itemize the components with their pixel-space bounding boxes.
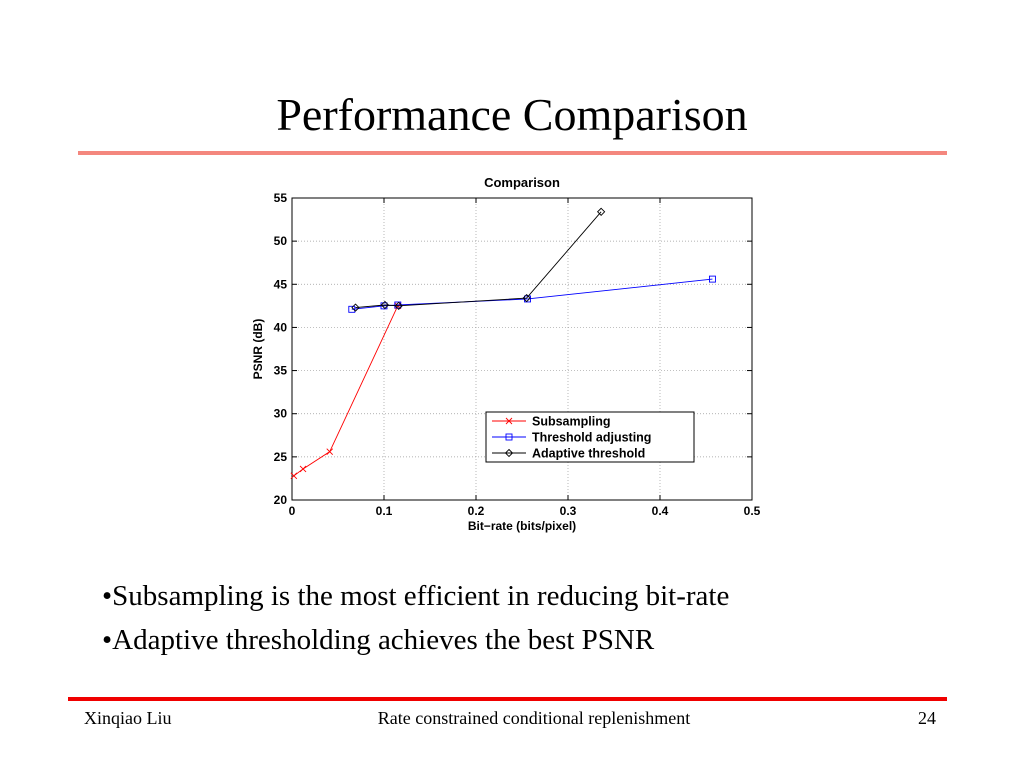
x-tick-label: 0 xyxy=(289,504,296,518)
y-tick-label: 50 xyxy=(274,234,288,248)
footer-page-number: 24 xyxy=(918,708,936,728)
bullet-item: •Subsampling is the most efficient in re… xyxy=(102,580,730,612)
y-tick-label: 30 xyxy=(274,407,288,421)
y-tick-label: 45 xyxy=(274,277,288,291)
legend-label: Subsampling xyxy=(532,415,610,429)
y-tick-label: 20 xyxy=(274,493,288,507)
y-tick-label: 35 xyxy=(274,364,288,378)
title-divider xyxy=(78,151,947,155)
data-point xyxy=(708,275,716,283)
data-point xyxy=(596,207,606,216)
x-tick-label: 0.1 xyxy=(376,504,393,518)
legend-marker xyxy=(505,417,513,425)
comparison-chart: 0 0.1 0.2 0.3 0.4 0.5 20 25 30 35 40 45 50 55 Comparis… xyxy=(251,175,761,533)
data-point xyxy=(348,305,356,313)
footer-divider xyxy=(68,697,947,701)
footer-author: Xinqiao Liu xyxy=(84,708,172,728)
legend-label: Threshold adjusting xyxy=(532,431,651,445)
legend-label: Adaptive threshold xyxy=(532,447,645,461)
y-tick-label: 25 xyxy=(274,450,288,464)
data-point xyxy=(394,301,403,310)
y-tick-label: 40 xyxy=(274,320,288,334)
legend-marker xyxy=(504,448,514,458)
data-point xyxy=(380,300,390,310)
slide-title: Performance Comparison xyxy=(276,89,748,140)
series-line-1 xyxy=(351,278,713,310)
data-point xyxy=(290,472,298,480)
x-tick-label: 0.3 xyxy=(560,504,577,518)
x-tick-label: 0.2 xyxy=(468,504,485,518)
y-tick-label: 55 xyxy=(274,191,288,205)
data-point xyxy=(326,448,334,455)
plot-frame xyxy=(291,197,753,501)
legend-marker xyxy=(505,433,513,441)
x-tick-label: 0.4 xyxy=(652,504,669,518)
y-axis-label: PSNR (dB) xyxy=(251,319,265,380)
bullet-list: •Subsampling is the most efficient in re… xyxy=(102,574,962,662)
x-tick-label: 0.5 xyxy=(744,504,761,518)
bullet-item: •Adaptive thresholding achieves the best… xyxy=(102,624,655,656)
series-line-0 xyxy=(293,305,399,477)
data-point xyxy=(299,465,307,473)
chart-container: 0 0.1 0.2 0.3 0.4 0.5 20 25 30 35 40 45 50 55 Comparis… xyxy=(230,168,790,548)
chart-title: Comparison xyxy=(484,175,560,190)
series-line-2 xyxy=(355,211,602,309)
x-axis-label: Bit−rate (bits/pixel) xyxy=(468,519,576,533)
data-point xyxy=(351,303,360,312)
footer-subject: Rate constrained conditional replenishme… xyxy=(377,708,691,728)
data-point xyxy=(522,293,531,303)
